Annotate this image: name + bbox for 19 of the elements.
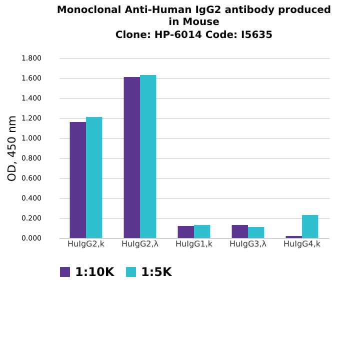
bar (194, 225, 210, 238)
chart-title: Monoclonal Anti-Human IgG2 antibody produced in Mouse (56, 5, 332, 28)
legend-label: 1:5K (141, 265, 172, 279)
bar (232, 225, 248, 238)
bar (86, 117, 102, 238)
legend-label: 1:10K (75, 265, 115, 279)
chart-subtitle: Clone: HP-6014 Code: I5635 (115, 30, 273, 41)
bar (124, 77, 140, 238)
bar (178, 226, 194, 238)
bar (302, 215, 318, 238)
bar (248, 227, 264, 238)
x-tick-label: HuIgG2,λ (121, 240, 159, 248)
x-tick-label: HuIgG3,λ (229, 240, 267, 248)
x-tick-label: HuIgG4,k (284, 240, 321, 248)
x-tick-label: HuIgG2,k (68, 240, 105, 248)
x-tick-label: HuIgG1,k (176, 240, 213, 248)
y-axis-title: OD, 450 nm (5, 115, 18, 182)
bar (140, 75, 156, 238)
bar (70, 122, 86, 238)
